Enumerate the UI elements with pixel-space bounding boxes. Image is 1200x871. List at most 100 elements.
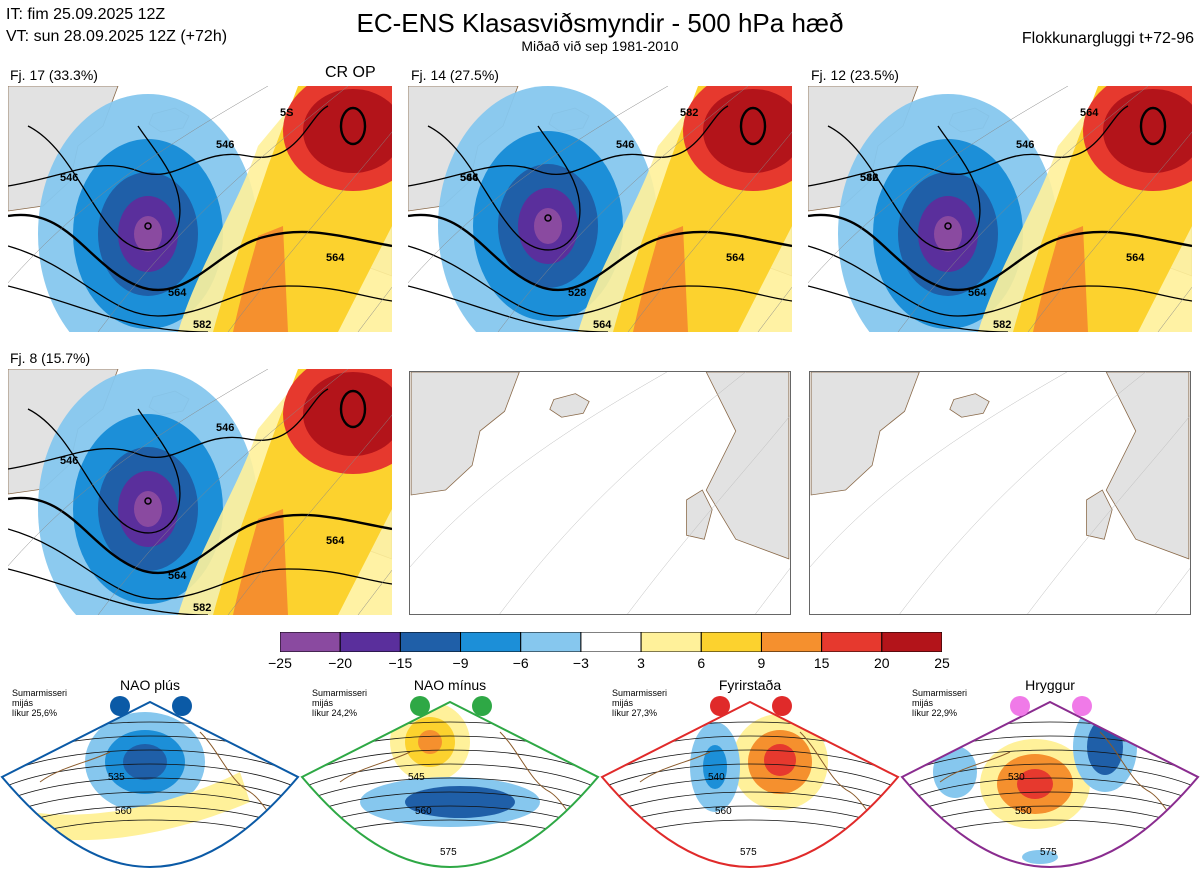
height-contour-line bbox=[8, 568, 209, 615]
height-contour-line bbox=[8, 528, 392, 600]
colorbar-tick-label: −3 bbox=[572, 655, 589, 671]
anomaly-plus-9 bbox=[233, 509, 288, 615]
regime-kind: mijás bbox=[12, 698, 34, 708]
graticule-line bbox=[627, 131, 792, 332]
graticule-line bbox=[497, 86, 749, 332]
colorbar-swatch bbox=[339, 631, 401, 653]
regime-name: Hryggur bbox=[1025, 677, 1075, 693]
colorbar-tick-label: 15 bbox=[813, 655, 830, 671]
anomaly-minus-25 bbox=[134, 491, 162, 527]
graticule-line bbox=[227, 414, 392, 615]
colorbar-swatch bbox=[460, 631, 522, 653]
colorbar-swatch bbox=[821, 631, 883, 653]
empty-map-5 bbox=[409, 371, 791, 615]
regime-name: NAO mínus bbox=[413, 677, 487, 693]
colorbar-ticks: −25 −20 −15 −9 −6 −3 3 6 9 15 20 25 bbox=[0, 655, 1200, 675]
graticule-line bbox=[897, 86, 1149, 332]
panel-4-label: Fj. 8 (15.7%) bbox=[10, 350, 91, 366]
contour-label: 546 bbox=[60, 172, 78, 184]
colorbar-swatch bbox=[640, 631, 702, 653]
regime-outline bbox=[600, 700, 900, 869]
contour-label: 582 bbox=[193, 602, 211, 614]
regime-season: Sumarmisseri bbox=[12, 688, 68, 698]
anomaly-plus-9 bbox=[633, 226, 688, 332]
colorbar-swatch bbox=[279, 631, 341, 653]
height-contour-line bbox=[27, 408, 181, 534]
regime-map-svg: 540 560 575 bbox=[600, 696, 900, 869]
regime-contour-label: 560 bbox=[415, 806, 432, 817]
regime-map-svg: 530 550 575 bbox=[900, 696, 1200, 869]
regime-kind: mijás bbox=[312, 698, 334, 708]
regime-dot-right bbox=[172, 696, 192, 716]
regime-anomaly bbox=[1022, 850, 1058, 864]
regime-contour-label: 530 bbox=[1008, 772, 1025, 783]
height-contour-line bbox=[808, 245, 1192, 317]
regime-map-svg: 545 560 575 bbox=[300, 696, 600, 869]
height-contour-line bbox=[408, 245, 792, 317]
europe-shape bbox=[705, 372, 790, 560]
map-svg: 546 546 528 564 564 582 564 bbox=[408, 86, 792, 332]
anomaly-plus-20 bbox=[703, 89, 792, 173]
high-center-contour bbox=[339, 389, 367, 429]
regime-contour-label: 545 bbox=[408, 772, 425, 783]
regime-anomaly bbox=[405, 786, 515, 818]
graticule-line bbox=[408, 86, 669, 284]
graticule-line bbox=[357, 286, 392, 332]
contour-label: 5S bbox=[280, 107, 293, 119]
low-center-contour bbox=[144, 222, 152, 230]
britain-shape bbox=[686, 489, 713, 540]
height-contour-line bbox=[808, 285, 1009, 332]
colorbar-tick-label: 20 bbox=[874, 655, 890, 671]
anomaly-plus-9 bbox=[1033, 226, 1088, 332]
regime-info: Sumarmisseri mijás líkur 27,3% bbox=[612, 688, 667, 718]
contour-label: 564 bbox=[1126, 252, 1145, 264]
colorbar-swatch bbox=[760, 631, 823, 653]
regime-anomaly bbox=[1017, 769, 1053, 799]
regime-contour bbox=[302, 763, 598, 795]
header-times: IT: fim 25.09.2025 12Z VT: sun 28.09.202… bbox=[6, 4, 227, 48]
regime-contour bbox=[602, 777, 898, 809]
graticule-line bbox=[1027, 131, 1192, 332]
high-center-contour bbox=[739, 106, 767, 146]
colorbar-svg bbox=[279, 631, 943, 653]
anomaly-plus-9 bbox=[233, 226, 288, 332]
graticule-line bbox=[755, 567, 790, 614]
regime-contour-label: 560 bbox=[115, 806, 132, 817]
panel-3-label: Fj. 12 (23.5%) bbox=[811, 67, 899, 83]
graticule-line bbox=[8, 369, 269, 567]
contour-label: 564 bbox=[726, 252, 745, 264]
height-contour-line bbox=[8, 496, 392, 575]
regime-outline bbox=[0, 700, 300, 869]
regime-map-svg: 535 560 bbox=[0, 696, 300, 869]
regime-info: Sumarmisseri mijás líkur 24,2% bbox=[312, 688, 367, 718]
regime-row: Sumarmisseri mijás líkur 25,6% NAO plús 535 5… bbox=[0, 672, 1200, 871]
map-svg bbox=[410, 372, 790, 614]
anomaly-plus-20 bbox=[1103, 89, 1192, 173]
regime-dot-right bbox=[772, 696, 792, 716]
regime-contour bbox=[2, 763, 298, 795]
regime-season: Sumarmisseri bbox=[612, 688, 668, 698]
regime-kind: mijás bbox=[912, 698, 934, 708]
regime-contour bbox=[902, 777, 1198, 809]
regime-prob: líkur 22,9% bbox=[912, 708, 958, 718]
regime-name: Fyrirstaða bbox=[718, 677, 782, 693]
contour-label: 582 bbox=[860, 172, 878, 184]
graticule-line bbox=[499, 372, 746, 614]
graticule-line bbox=[1155, 567, 1190, 614]
contour-label: 546 bbox=[1016, 139, 1034, 151]
graticule-line bbox=[357, 569, 392, 615]
contour-label: 582 bbox=[680, 107, 698, 119]
colorbar-tick-label: −25 bbox=[268, 655, 292, 671]
regime-panel: Sumarmisseri mijás líkur 27,3% Fyrirstaða 54… bbox=[600, 672, 900, 871]
graticule-line bbox=[1157, 286, 1192, 332]
regime-contour-label: 560 bbox=[715, 806, 732, 817]
regime-prob: líkur 24,2% bbox=[312, 708, 358, 718]
low-center-contour bbox=[144, 497, 152, 505]
height-contour-line bbox=[8, 213, 392, 292]
regime-panel: Sumarmisseri mijás líkur 22,9% Hryggur 530 55… bbox=[900, 672, 1200, 871]
height-contour-line bbox=[8, 388, 329, 470]
greenland-shape bbox=[410, 372, 520, 496]
cluster-map-1: 546 546 564 564 582 5S bbox=[8, 86, 392, 332]
contour-label: 528 bbox=[568, 287, 586, 299]
map-svg bbox=[810, 372, 1190, 614]
